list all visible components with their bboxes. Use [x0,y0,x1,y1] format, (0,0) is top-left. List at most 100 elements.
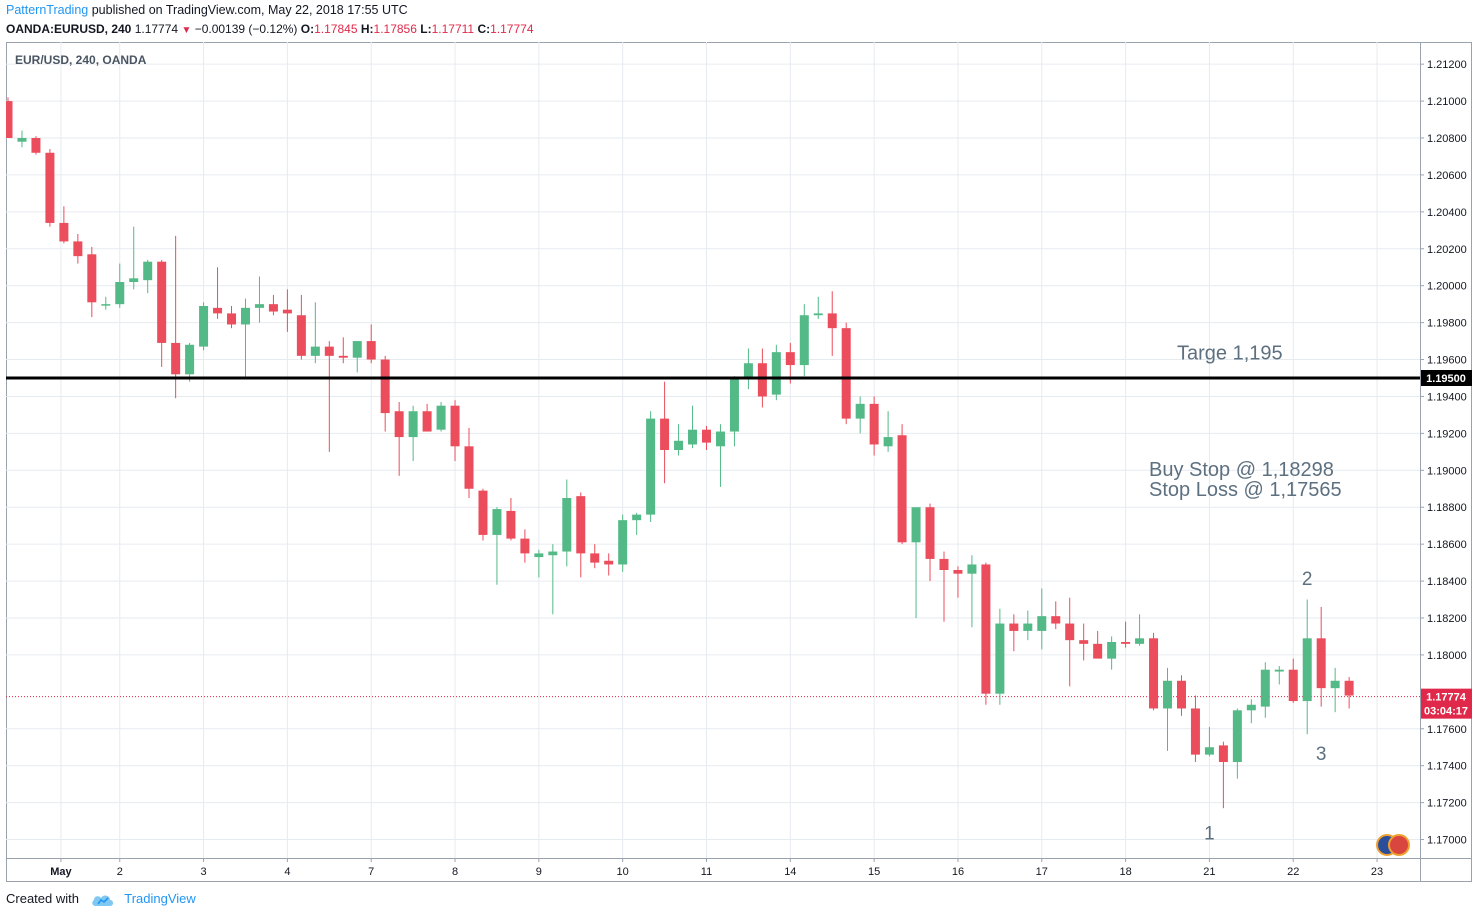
author-link[interactable]: PatternTrading [6,3,89,17]
candle-down [73,241,83,257]
candle-up [1135,638,1145,644]
y-tick-label: 1.20000 [1427,281,1467,293]
x-tick-label: 4 [284,866,290,878]
candle-down [1176,680,1186,709]
candle-down [268,304,278,312]
candle-down [324,346,334,356]
x-tick-label: 9 [536,866,542,878]
candle-up [1302,638,1312,702]
candle-down [1288,669,1298,702]
x-tick-label: 10 [617,866,629,878]
candle-up [729,378,739,432]
candle-up [799,315,809,366]
candle-up [1107,642,1117,659]
candle-up [185,344,195,375]
candle-down [227,313,237,325]
open-value: 1.17845 [314,22,358,36]
candle-up [632,514,642,521]
candle-up [1246,704,1256,711]
candle-down [450,405,460,447]
created-with-label: Created with [6,891,79,907]
y-tick-label: 1.20200 [1427,244,1467,256]
candle-up [562,498,572,552]
close-label: C: [477,22,491,36]
y-tick-label: 1.19800 [1427,318,1467,330]
candle-down [422,411,432,432]
candle-down [841,328,851,419]
y-tick-label: 1.21200 [1427,59,1467,71]
candle-down [366,341,376,360]
candle-up [715,431,725,447]
low-value: 1.17711 [431,22,475,36]
target-price-label: 1.19500 [1426,373,1466,385]
candle-up [115,282,125,305]
y-tick-label: 1.20800 [1427,133,1467,145]
x-tick-label: 14 [784,866,796,878]
candle-down [213,307,223,314]
y-tick-label: 1.17600 [1427,724,1467,736]
x-tick-label: 2 [117,866,123,878]
x-tick-label: 8 [452,866,458,878]
candle-up [534,553,544,558]
chart-frame[interactable]: 1.21200 1.21000 1.20800 1.20600 1.20400 1.202… [3,42,1472,882]
candle-up [254,304,264,308]
y-tick-label: 1.19600 [1427,355,1467,367]
candle-up [883,437,893,447]
chart-border [6,42,1472,882]
x-tick-label: May [50,866,72,878]
candle-up [1232,710,1242,762]
candle-up [143,261,153,281]
x-tick-label: 18 [1119,866,1131,878]
candle-down [1121,642,1131,644]
ohlc-bar: OANDA:EURUSD, 240 1.17774 ▼ −0.00139 (−0… [6,22,534,36]
candle-up [17,138,27,142]
candlestick-chart[interactable]: 1.21200 1.21000 1.20800 1.20600 1.20400 1.202… [3,42,1472,882]
candle-down [785,352,795,366]
candle-down [1344,680,1354,696]
eu-us-flag-icon[interactable] [1376,834,1410,856]
candle-up [408,411,418,438]
candle-up [1037,616,1047,631]
y-tick-label: 1.17200 [1427,798,1467,810]
annotation-text: 1 [1204,824,1215,845]
low-label: L: [420,22,432,36]
candle-down [757,363,767,397]
candle-down [1009,623,1019,631]
last-price-tag [1421,688,1472,719]
candle-up [688,429,698,445]
y-tick-label: 1.21000 [1427,96,1467,108]
candle-down [702,429,711,443]
candle-down [953,570,963,574]
x-tick-label: 23 [1371,866,1383,878]
candle-up [646,418,656,515]
symbol-label[interactable]: OANDA:EURUSD, 240 [6,22,132,36]
y-tick-label: 1.18000 [1427,650,1467,662]
candle-down [338,355,348,358]
y-tick-label: 1.20400 [1427,207,1467,219]
candle-up [743,363,753,378]
annotation-text: Buy Stop @ 1,18298 [1149,459,1334,481]
x-tick-label: 17 [1036,866,1048,878]
y-tick-label: 1.17400 [1427,761,1467,773]
last-price-label: 1.17774 [1426,692,1467,704]
x-tick-label: 15 [868,866,880,878]
candle-up [771,352,781,395]
last-price-value: 1.17774 [134,22,179,36]
tradingview-link[interactable]: TradingView [124,891,196,907]
down-arrow-icon: ▼ [181,25,192,36]
y-tick-label: 1.18400 [1427,576,1467,588]
chart-title: EUR/USD, 240, OANDA [15,53,147,67]
open-label: O: [300,22,315,36]
candle-down [1065,623,1075,641]
candle-up [911,507,921,543]
candle-down [506,510,516,539]
y-tick-label: 1.19200 [1427,428,1467,440]
candle-down [282,309,292,314]
target-price-tag [1421,370,1472,386]
candle-down [1051,616,1061,624]
candle-down [520,538,530,554]
candle-down [1316,638,1326,689]
annotation-text: 2 [1302,569,1313,590]
candle-up [1163,680,1173,709]
published-info: published on TradingView.com, May 22, 20… [91,3,408,17]
